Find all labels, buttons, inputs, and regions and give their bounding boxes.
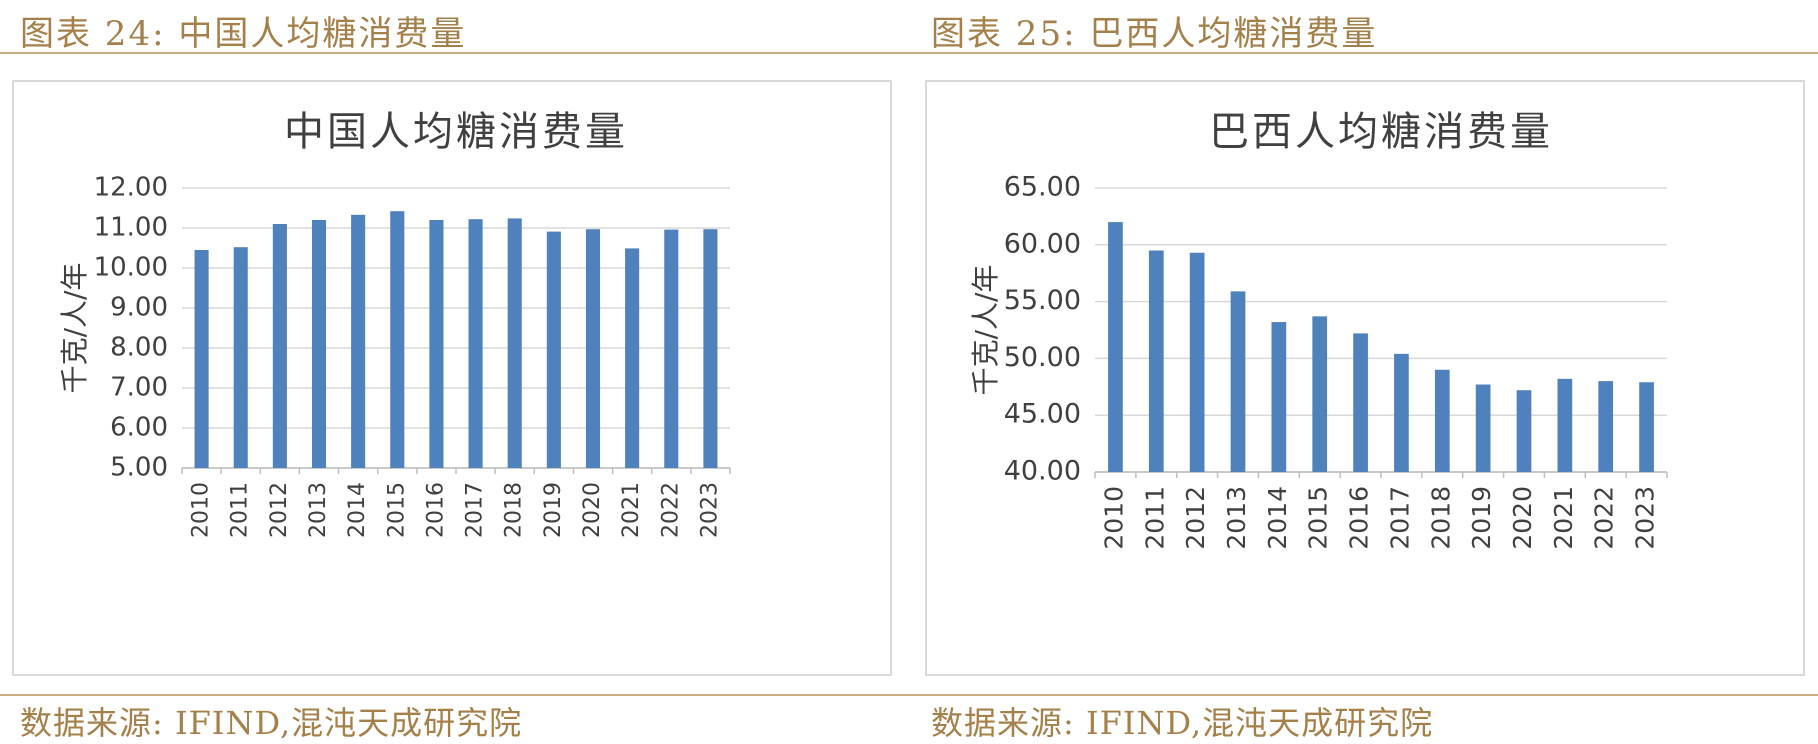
y-tick-label: 7.00	[110, 373, 168, 403]
bar-2012	[272, 224, 287, 468]
bar-2011	[233, 247, 248, 468]
x-tick-label: 2022	[658, 482, 683, 538]
bar-2013	[1230, 291, 1246, 472]
y-tick-label: 11.00	[94, 213, 168, 243]
x-tick-label: 2019	[1467, 486, 1496, 550]
chart-brazil-sugar: 巴西人均糖消费量 40.00 45.00 50.00 55.00 60.00 65.00 20…	[925, 80, 1805, 676]
figure-24-top-rule	[0, 52, 909, 54]
bar-2014	[1271, 322, 1287, 472]
bar-2015	[1312, 316, 1328, 472]
bar-2023	[1639, 382, 1654, 472]
bar-2015	[390, 211, 405, 468]
x-tick-label: 2015	[1304, 486, 1333, 550]
figure-25-panel: 图表 25: 巴西人均糖消费量 巴西人均糖消费量 40.00 45.00 50.00 5…	[909, 0, 1818, 744]
x-tick-label: 2017	[1385, 486, 1414, 550]
bar-2011	[1148, 250, 1164, 472]
x-tick-label: 2010	[189, 482, 214, 538]
bar-2014	[351, 214, 366, 468]
x-tick-label: 2023	[697, 482, 722, 538]
x-tick-label: 2010	[1099, 486, 1128, 550]
figure-25-heading: 图表 25: 巴西人均糖消费量	[931, 6, 1377, 55]
figure-25-label: 图表 25:	[931, 14, 1077, 54]
figure-25-bottom-rule	[909, 694, 1818, 696]
figure-24-heading: 图表 24: 中国人均糖消费量	[20, 6, 466, 55]
figure-25-source: 数据来源: IFIND,混沌天成研究院	[931, 704, 1434, 742]
x-tick-label: 2018	[502, 482, 527, 538]
x-tick-label: 2022	[1590, 486, 1619, 550]
x-tick-label: 2020	[1508, 486, 1537, 550]
y-tick-label: 55.00	[1004, 285, 1081, 316]
y-tick-label: 10.00	[94, 253, 168, 283]
bar-2022	[1598, 381, 1614, 472]
x-tick-label: 2013	[306, 482, 331, 538]
bar-2017	[1394, 353, 1409, 472]
y-tick-label: 5.00	[110, 453, 168, 483]
bar-2018	[1434, 369, 1450, 472]
x-tick-label: 2018	[1426, 486, 1455, 550]
x-tick-label: 2012	[267, 482, 292, 538]
x-tick-label: 2014	[345, 482, 370, 538]
y-tick-label: 6.00	[110, 413, 168, 443]
y-tick-label: 40.00	[1004, 456, 1081, 487]
x-tick-label: 2011	[1140, 486, 1169, 550]
bar-2018	[507, 218, 522, 468]
bar-2010	[194, 250, 209, 468]
bar-2010	[1108, 222, 1123, 472]
y-tick-label: 12.00	[94, 173, 168, 203]
y-axis-label: 千克/人/年	[58, 263, 91, 394]
x-tick-label: 2012	[1181, 486, 1210, 550]
x-tick-label: 2015	[384, 482, 409, 538]
y-tick-label: 65.00	[1004, 172, 1081, 203]
chart-china-sugar: 中国人均糖消费量 5.00 6.00 7.00 8.00 9.00 10.00 11.00 12…	[12, 80, 892, 676]
y-tick-label: 50.00	[1004, 342, 1081, 373]
x-tick-label: 2019	[541, 482, 566, 538]
x-tick-label: 2014	[1263, 486, 1292, 550]
x-tick-label: 2023	[1631, 486, 1660, 550]
y-tick-label: 60.00	[1004, 228, 1081, 259]
bar-2012	[1189, 252, 1205, 472]
chart-title: 中国人均糖消费量	[284, 109, 628, 155]
x-tick-label: 2016	[1345, 486, 1374, 550]
y-axis-label: 千克/人/年	[969, 265, 1002, 396]
figure-24-source: 数据来源: IFIND,混沌天成研究院	[20, 704, 523, 742]
bar-2022	[664, 229, 679, 468]
chart-frame	[12, 80, 892, 676]
bar-2020	[1516, 390, 1532, 472]
bar-2016	[429, 220, 444, 468]
bar-2017	[468, 219, 483, 468]
figure-24-panel: 图表 24: 中国人均糖消费量 中国人均糖消费量 5.00 6.00 7.00 8.00…	[0, 6, 909, 742]
figure-24-label: 图表 24:	[20, 14, 166, 54]
x-tick-label: 2020	[580, 482, 605, 538]
bar-2020	[585, 229, 601, 468]
y-tick-label: 8.00	[110, 333, 168, 363]
bar-2013	[311, 220, 327, 468]
x-tick-label: 2017	[463, 482, 488, 538]
figure-24-bottom-rule	[0, 694, 909, 696]
x-tick-label: 2013	[1222, 486, 1251, 550]
figure-25-top-rule	[909, 52, 1818, 54]
bar-2019	[546, 231, 561, 468]
bar-2021	[1557, 378, 1573, 472]
bar-2019	[1475, 384, 1491, 472]
chart-title: 巴西人均糖消费量	[1209, 109, 1553, 155]
y-tick-label: 45.00	[1004, 399, 1081, 430]
x-tick-label: 2011	[228, 482, 253, 538]
bar-2023	[703, 229, 718, 468]
x-tick-label: 2016	[423, 482, 448, 538]
bar-2021	[625, 248, 640, 468]
figure-24-title: 中国人均糖消费量	[178, 14, 467, 54]
figure-25-title: 巴西人均糖消费量	[1089, 14, 1378, 54]
x-tick-label: 2021	[1549, 486, 1578, 550]
bar-2016	[1353, 333, 1368, 472]
y-tick-label: 9.00	[110, 293, 168, 323]
x-tick-label: 2021	[619, 482, 644, 538]
